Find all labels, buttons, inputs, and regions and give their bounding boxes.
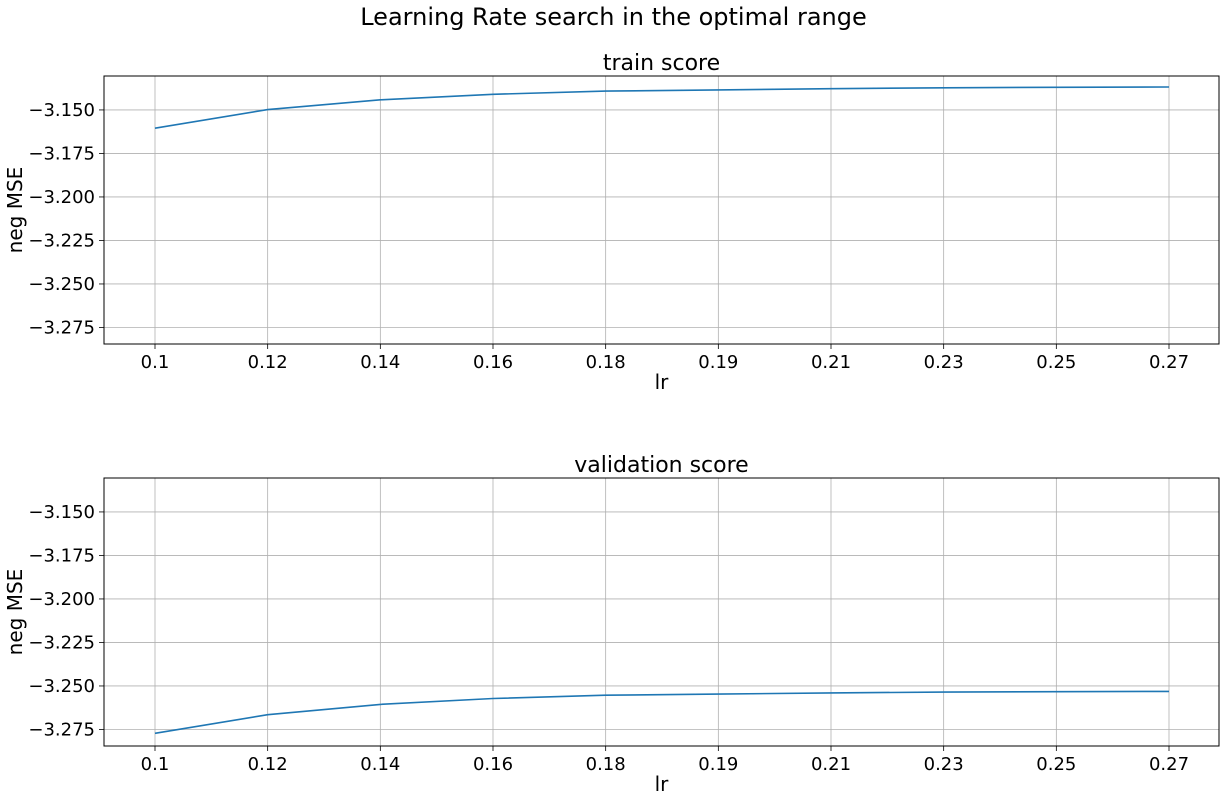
x-tick-label: 0.27 — [1149, 352, 1189, 373]
panel-title: train score — [603, 51, 720, 76]
figure-suptitle: Learning Rate search in the optimal rang… — [360, 3, 867, 31]
y-tick-label: −3.225 — [28, 230, 95, 251]
x-tick-label: 0.19 — [698, 754, 738, 775]
y-tick-label: −3.200 — [28, 187, 95, 208]
x-tick-label: 0.23 — [924, 352, 964, 373]
x-tick-label: 0.14 — [360, 754, 400, 775]
y-tick-label: −3.175 — [28, 143, 95, 164]
x-tick-label: 0.25 — [1036, 754, 1076, 775]
x-tick-label: 0.12 — [248, 352, 288, 373]
x-tick-label: 0.25 — [1036, 352, 1076, 373]
panel-validation: 0.1 0.12 0.14 0.16 0.18 0.19 0.21 0.23 0.25 0.27 −… — [3, 453, 1220, 796]
x-tick-label: 0.21 — [811, 352, 851, 373]
y-tick-label: −3.275 — [28, 719, 95, 740]
y-tick-label: −3.175 — [28, 545, 95, 566]
x-tick-label: 0.12 — [248, 754, 288, 775]
y-tick-label: −3.225 — [28, 632, 95, 653]
x-tick-label: 0.23 — [924, 754, 964, 775]
y-tick-label: −3.200 — [28, 589, 95, 610]
x-tick-label: 0.14 — [360, 352, 400, 373]
x-axis-label: lr — [655, 772, 670, 796]
y-tick-label: −3.150 — [28, 502, 95, 523]
series-line — [154, 690, 1170, 735]
y-tick-label: −3.250 — [28, 676, 95, 697]
x-axis-label: lr — [655, 370, 670, 394]
y-tick-label: −3.150 — [28, 100, 95, 121]
x-tick-label: 0.18 — [586, 352, 626, 373]
x-tick-label: 0.27 — [1149, 754, 1189, 775]
x-tick-label: 0.1 — [141, 352, 170, 373]
series-line — [154, 86, 1170, 129]
panel-title: validation score — [574, 453, 748, 478]
y-tick-label: −3.275 — [28, 317, 95, 338]
x-tick-label: 0.18 — [586, 754, 626, 775]
y-axis-label: neg MSE — [3, 167, 27, 254]
x-tick-label: 0.1 — [141, 754, 170, 775]
x-tick-label: 0.19 — [698, 352, 738, 373]
x-tick-label: 0.16 — [473, 352, 513, 373]
y-tick-label: −3.250 — [28, 274, 95, 295]
axes-frame — [103, 477, 1220, 747]
y-axis-label: neg MSE — [3, 569, 27, 656]
x-tick-label: 0.16 — [473, 754, 513, 775]
panel-train: 0.1 0.12 0.14 0.16 0.18 0.19 0.21 0.23 0.25 0.27 −… — [3, 51, 1220, 394]
axes-frame — [103, 75, 1220, 345]
x-tick-label: 0.21 — [811, 754, 851, 775]
